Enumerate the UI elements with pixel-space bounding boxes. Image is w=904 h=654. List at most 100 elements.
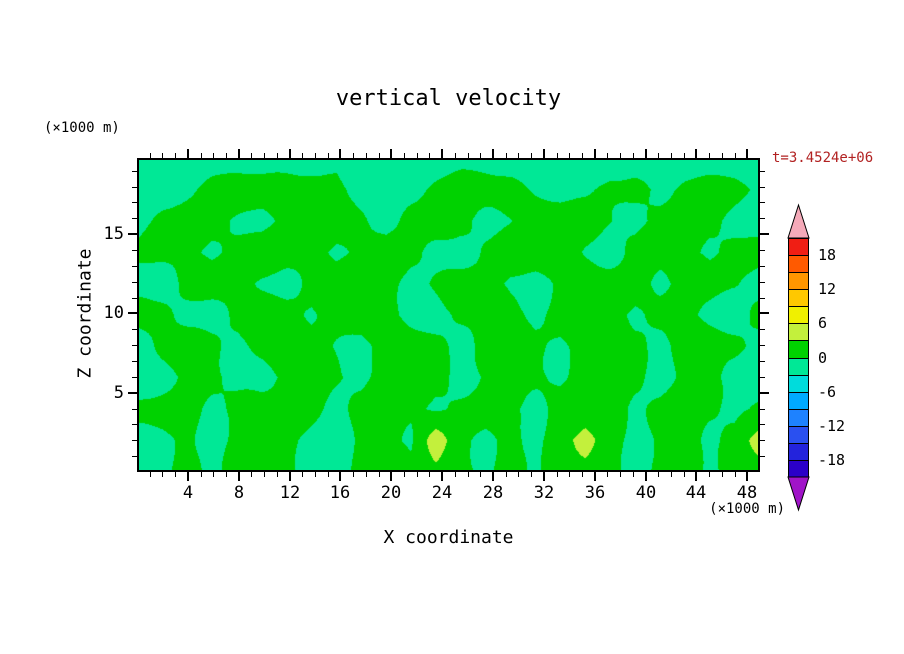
x-axis-tick-label: 16: [329, 483, 351, 503]
y-axis-minor-tick: [132, 186, 137, 188]
y-axis-minor-tick: [132, 217, 137, 219]
x-axis-minor-tick: [505, 153, 507, 158]
x-axis-minor-tick: [301, 153, 303, 158]
x-axis-minor-tick: [734, 472, 736, 477]
x-axis-minor-tick: [149, 472, 151, 477]
x-axis-tick: [390, 149, 392, 158]
x-axis-minor-tick: [454, 472, 456, 477]
x-axis-tick-label: 48: [736, 483, 758, 503]
y-axis-tick: [128, 233, 137, 235]
x-axis-minor-tick: [632, 153, 634, 158]
y-axis-minor-tick: [760, 455, 765, 457]
x-axis-minor-tick: [174, 153, 176, 158]
colorbar-cell: [788, 426, 809, 444]
x-axis-minor-tick: [416, 472, 418, 477]
y-axis-minor-tick: [132, 439, 137, 441]
x-axis-tick-label: 40: [635, 483, 657, 503]
contour-field-canvas: [137, 158, 760, 472]
x-axis-tick-label: 24: [431, 483, 453, 503]
plot-frame: [137, 158, 760, 472]
y-axis-tick: [128, 312, 137, 314]
x-axis-minor-tick: [149, 153, 151, 158]
x-axis-tick-label: 8: [233, 483, 245, 503]
x-axis-minor-tick: [352, 153, 354, 158]
x-axis-minor-tick: [581, 153, 583, 158]
x-axis-minor-tick: [670, 153, 672, 158]
x-axis-tick: [187, 149, 189, 158]
x-axis-minor-tick: [606, 153, 608, 158]
x-axis-minor-tick: [467, 472, 469, 477]
y-axis-tick: [760, 233, 769, 235]
x-axis-minor-tick: [428, 153, 430, 158]
x-axis-tick: [695, 472, 697, 481]
x-axis-minor-tick: [161, 472, 163, 477]
x-axis-tick-label: 36: [584, 483, 606, 503]
x-axis-minor-tick: [721, 472, 723, 477]
x-axis-tick-label: 32: [533, 483, 555, 503]
colorbar-tick-label: 0: [818, 349, 828, 367]
y-axis-minor-tick: [760, 265, 765, 267]
x-axis-minor-tick: [619, 472, 621, 477]
y-axis-minor-tick: [760, 328, 765, 330]
x-axis-title: X coordinate: [383, 527, 514, 548]
y-axis-tick: [760, 392, 769, 394]
x-axis-minor-tick: [556, 153, 558, 158]
y-axis-minor-tick: [760, 201, 765, 203]
x-axis-minor-tick: [403, 153, 405, 158]
colorbar-tick-label: 18: [818, 246, 837, 264]
colorbar-cell: [788, 289, 809, 307]
y-axis-unit-label: (×1000 m): [44, 120, 120, 136]
x-axis-tick: [238, 149, 240, 158]
x-axis-minor-tick: [530, 153, 532, 158]
x-axis-minor-tick: [403, 472, 405, 477]
x-axis-minor-tick: [263, 472, 265, 477]
y-axis-minor-tick: [132, 170, 137, 172]
x-axis-minor-tick: [556, 472, 558, 477]
x-axis-minor-tick: [365, 153, 367, 158]
x-axis-minor-tick: [467, 153, 469, 158]
y-axis-tick-label: 15: [103, 224, 124, 244]
x-axis-minor-tick: [721, 153, 723, 158]
y-axis-minor-tick: [760, 170, 765, 172]
x-axis-tick-label: 12: [279, 483, 301, 503]
y-axis-minor-tick: [132, 344, 137, 346]
y-axis-minor-tick: [760, 376, 765, 378]
x-axis-tick: [645, 149, 647, 158]
x-axis-tick: [695, 149, 697, 158]
x-axis-minor-tick: [327, 153, 329, 158]
colorbar-cell: [788, 323, 809, 341]
y-axis-minor-tick: [132, 297, 137, 299]
x-axis-tick: [441, 472, 443, 481]
colorbar-cell: [788, 340, 809, 359]
y-axis-minor-tick: [132, 408, 137, 410]
x-axis-minor-tick: [276, 153, 278, 158]
x-axis-tick-label: 4: [182, 483, 194, 503]
x-axis-minor-tick: [378, 153, 380, 158]
y-axis-minor-tick: [132, 360, 137, 362]
colorbar-cell: [788, 255, 809, 273]
colorbar-cell: [788, 358, 809, 376]
y-axis-minor-tick: [760, 360, 765, 362]
x-axis-tick: [289, 472, 291, 481]
x-axis-minor-tick: [212, 472, 214, 477]
y-axis-minor-tick: [760, 423, 765, 425]
x-axis-minor-tick: [657, 153, 659, 158]
x-axis-minor-tick: [352, 472, 354, 477]
x-axis-tick: [441, 149, 443, 158]
x-axis-tick: [594, 472, 596, 481]
x-axis-minor-tick: [416, 153, 418, 158]
x-axis-minor-tick: [632, 472, 634, 477]
colorbar-over-arrow: [787, 203, 810, 239]
x-axis-tick: [594, 149, 596, 158]
timestamp-label: t=3.4524e+06: [772, 150, 874, 166]
x-axis-minor-tick: [454, 153, 456, 158]
colorbar-tick-label: -12: [818, 417, 846, 435]
x-axis-minor-tick: [263, 153, 265, 158]
x-axis-tick: [746, 472, 748, 481]
x-axis-minor-tick: [200, 153, 202, 158]
x-axis-minor-tick: [250, 472, 252, 477]
y-axis-minor-tick: [760, 297, 765, 299]
x-axis-tick: [543, 149, 545, 158]
x-axis-tick: [492, 149, 494, 158]
